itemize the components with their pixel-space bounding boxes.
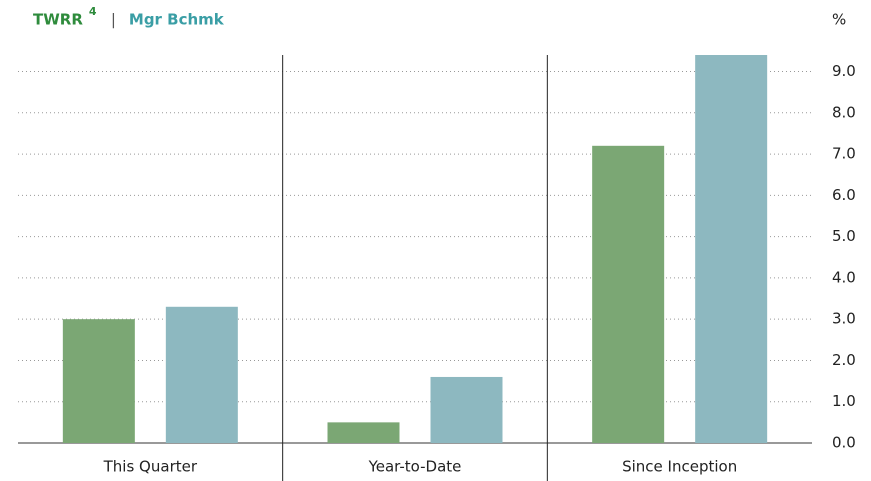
- bar: [165, 306, 238, 443]
- bar: [695, 55, 768, 443]
- x-tick-label: This Quarter: [103, 458, 198, 476]
- x-tick-label: Since Inception: [622, 458, 737, 476]
- y-tick-label: 6.0: [832, 186, 856, 204]
- y-unit: %: [832, 11, 846, 29]
- x-tick-label: Year-to-Date: [368, 458, 462, 476]
- legend-separator: |: [111, 11, 116, 29]
- bar: [592, 145, 665, 443]
- y-tick-label: 3.0: [832, 310, 856, 328]
- bar: [430, 376, 503, 443]
- y-tick-label: 9.0: [832, 62, 856, 80]
- y-tick-label: 8.0: [832, 103, 856, 121]
- y-tick-label: 5.0: [832, 227, 856, 245]
- y-tick-label: 4.0: [832, 268, 856, 286]
- y-tick-label: 2.0: [832, 351, 856, 369]
- y-tick-label: 7.0: [832, 145, 856, 163]
- bar: [327, 422, 400, 443]
- legend-label: TWRR: [33, 11, 83, 29]
- y-tick-label: 0.0: [832, 434, 856, 452]
- y-tick-label: 1.0: [832, 392, 856, 410]
- legend-label: Mgr Bchmk: [129, 11, 225, 29]
- bar: [62, 319, 135, 443]
- legend-note: 4: [89, 5, 97, 18]
